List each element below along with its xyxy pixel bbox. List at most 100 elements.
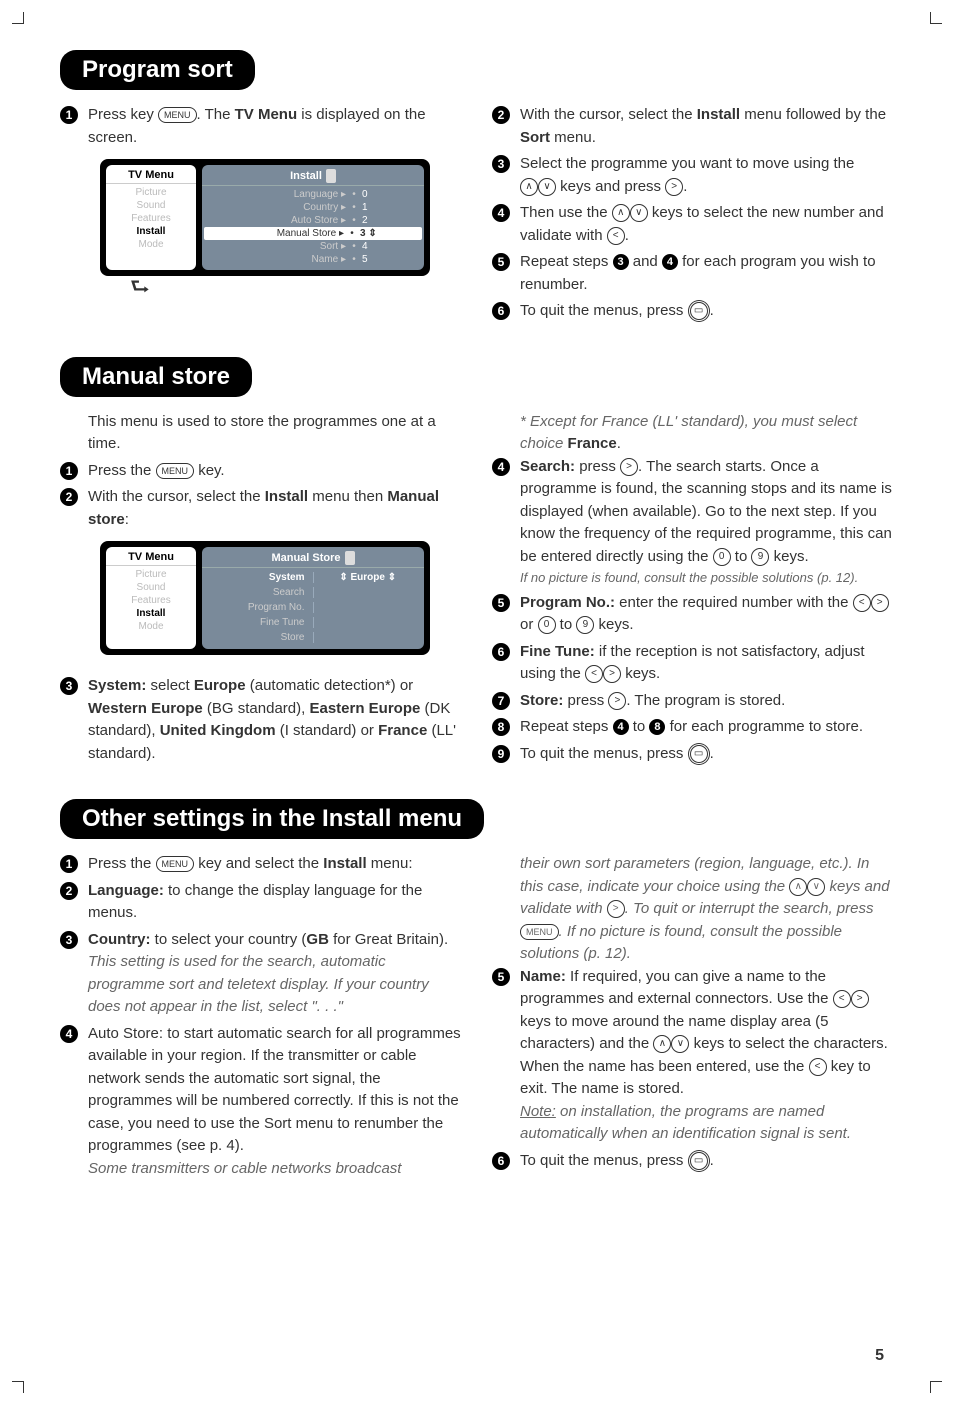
bullet-icon: • [348, 228, 356, 239]
step-number: 4 [60, 1025, 78, 1043]
text: France [568, 435, 617, 452]
text: . [710, 745, 714, 762]
text: Country: [88, 931, 151, 948]
tv-menu-manual-store: TV Menu Picture Sound Features Install M… [100, 541, 430, 655]
text: for Great Britain). [329, 931, 448, 948]
section-other-settings: Other settings in the Install menu 1 Pre… [60, 799, 894, 1184]
menu-item: Features [106, 212, 196, 225]
text: . [617, 435, 621, 452]
bullet-icon: • [350, 189, 358, 200]
menu-item: Sound [106, 581, 196, 594]
text: . [710, 302, 714, 319]
bullet-icon: • [350, 202, 358, 213]
step-number: 5 [492, 968, 510, 986]
note-text: This setting is used for the search, aut… [88, 951, 462, 1019]
text: Press key [88, 106, 158, 123]
text: . [710, 1152, 714, 1169]
up-key-icon: ∧ [612, 204, 630, 222]
step-number: 6 [492, 643, 510, 661]
step-text: Repeat steps 3 and 4 for each program yo… [520, 251, 894, 296]
text: menu followed by the [740, 106, 886, 123]
text: and [629, 253, 662, 270]
up-key-icon: ∧ [653, 1035, 671, 1053]
menu-title: TV Menu [106, 169, 196, 184]
menu-key-icon: MENU [156, 856, 195, 872]
text: Eastern Europe [309, 700, 420, 717]
step-number: 1 [60, 462, 78, 480]
right-key-icon: > [851, 990, 869, 1008]
text: 3 [360, 228, 366, 239]
step-number: 9 [492, 745, 510, 763]
step-number: 4 [492, 204, 510, 222]
text: Language: [88, 882, 164, 899]
row-value: 0 [358, 189, 418, 200]
step-number: 2 [492, 106, 510, 124]
right-key-icon: > [603, 665, 621, 683]
step-number: 4 [492, 458, 510, 476]
text: menu. [550, 129, 596, 146]
step-text: Press the MENU key and select the Instal… [88, 853, 462, 876]
col-left: This menu is used to store the programme… [60, 411, 462, 770]
continuation-text: their own sort parameters (region, langu… [520, 853, 894, 966]
text: Manual Store [271, 552, 340, 564]
text: on installation, the programs are named … [520, 1103, 851, 1143]
text: . The [197, 106, 235, 123]
col-left: 1 Press key MENU. The TV Menu is display… [60, 104, 462, 327]
text: Repeat steps [520, 253, 613, 270]
text: keys. [769, 548, 808, 565]
right-key-icon: > [608, 692, 626, 710]
row-label: Country ▸ [208, 202, 350, 213]
step-text: Name: If required, you can give a name t… [520, 966, 894, 1146]
zero-key-icon: 0 [538, 616, 556, 634]
row-value: 3 ⇕ [356, 228, 416, 239]
text: Then use the [520, 204, 612, 221]
section-title: Program sort [60, 50, 255, 90]
text: Install [290, 170, 322, 182]
text: TV Menu [235, 106, 298, 123]
step-text: Then use the ∧∨ keys to select the new n… [520, 202, 894, 247]
step-number: 1 [60, 855, 78, 873]
down-key-icon: ∨ [807, 878, 825, 896]
quit-key-icon: ▭ [690, 745, 708, 763]
step-text: With the cursor, select the Install menu… [88, 486, 462, 531]
menu-item: Picture [106, 186, 196, 199]
text: or [520, 616, 538, 633]
step-number: 2 [60, 882, 78, 900]
arrow-icon: ⮑ [130, 280, 462, 294]
section-program-sort: Program sort 1 Press key MENU. The TV Me… [60, 50, 894, 327]
text: for each programme to store. [665, 718, 863, 735]
text: Note: [520, 1103, 556, 1120]
text: . [625, 227, 629, 244]
row-label: System [212, 572, 314, 583]
row-label: Program No. [212, 602, 314, 613]
down-key-icon: ∨ [671, 1035, 689, 1053]
row-value: ⇕ Europe ⇕ [314, 572, 415, 583]
step-number: 3 [492, 155, 510, 173]
text: Search: [520, 458, 575, 475]
text: to select your country ( [151, 931, 307, 948]
footnote: * Except for France (LL' standard), you … [520, 411, 894, 456]
text: Europe [351, 572, 385, 583]
text: menu then [308, 488, 387, 505]
step-text: Store: press >. The program is stored. [520, 690, 894, 713]
step-text: Press the MENU key. [88, 460, 462, 483]
text: press [575, 458, 620, 475]
right-key-icon: > [665, 178, 683, 196]
intro-text: This menu is used to store the programme… [88, 411, 462, 456]
step-number: 5 [492, 253, 510, 271]
bullet-icon: • [350, 254, 358, 265]
text: Install [697, 106, 740, 123]
down-key-icon: ∨ [538, 178, 556, 196]
nine-key-icon: 9 [751, 548, 769, 566]
row-value: 2 [358, 215, 418, 226]
row-label: Name ▸ [208, 254, 350, 265]
left-key-icon: < [853, 594, 871, 612]
step-number: 2 [60, 488, 78, 506]
step-text: With the cursor, select the Install menu… [520, 104, 894, 149]
row-label: Sort ▸ [208, 241, 350, 252]
menu-key-icon: MENU [158, 107, 197, 123]
text: Repeat steps [520, 718, 613, 735]
step-ref-icon: 4 [613, 719, 629, 735]
text: : [125, 511, 129, 528]
step-number: 8 [492, 718, 510, 736]
